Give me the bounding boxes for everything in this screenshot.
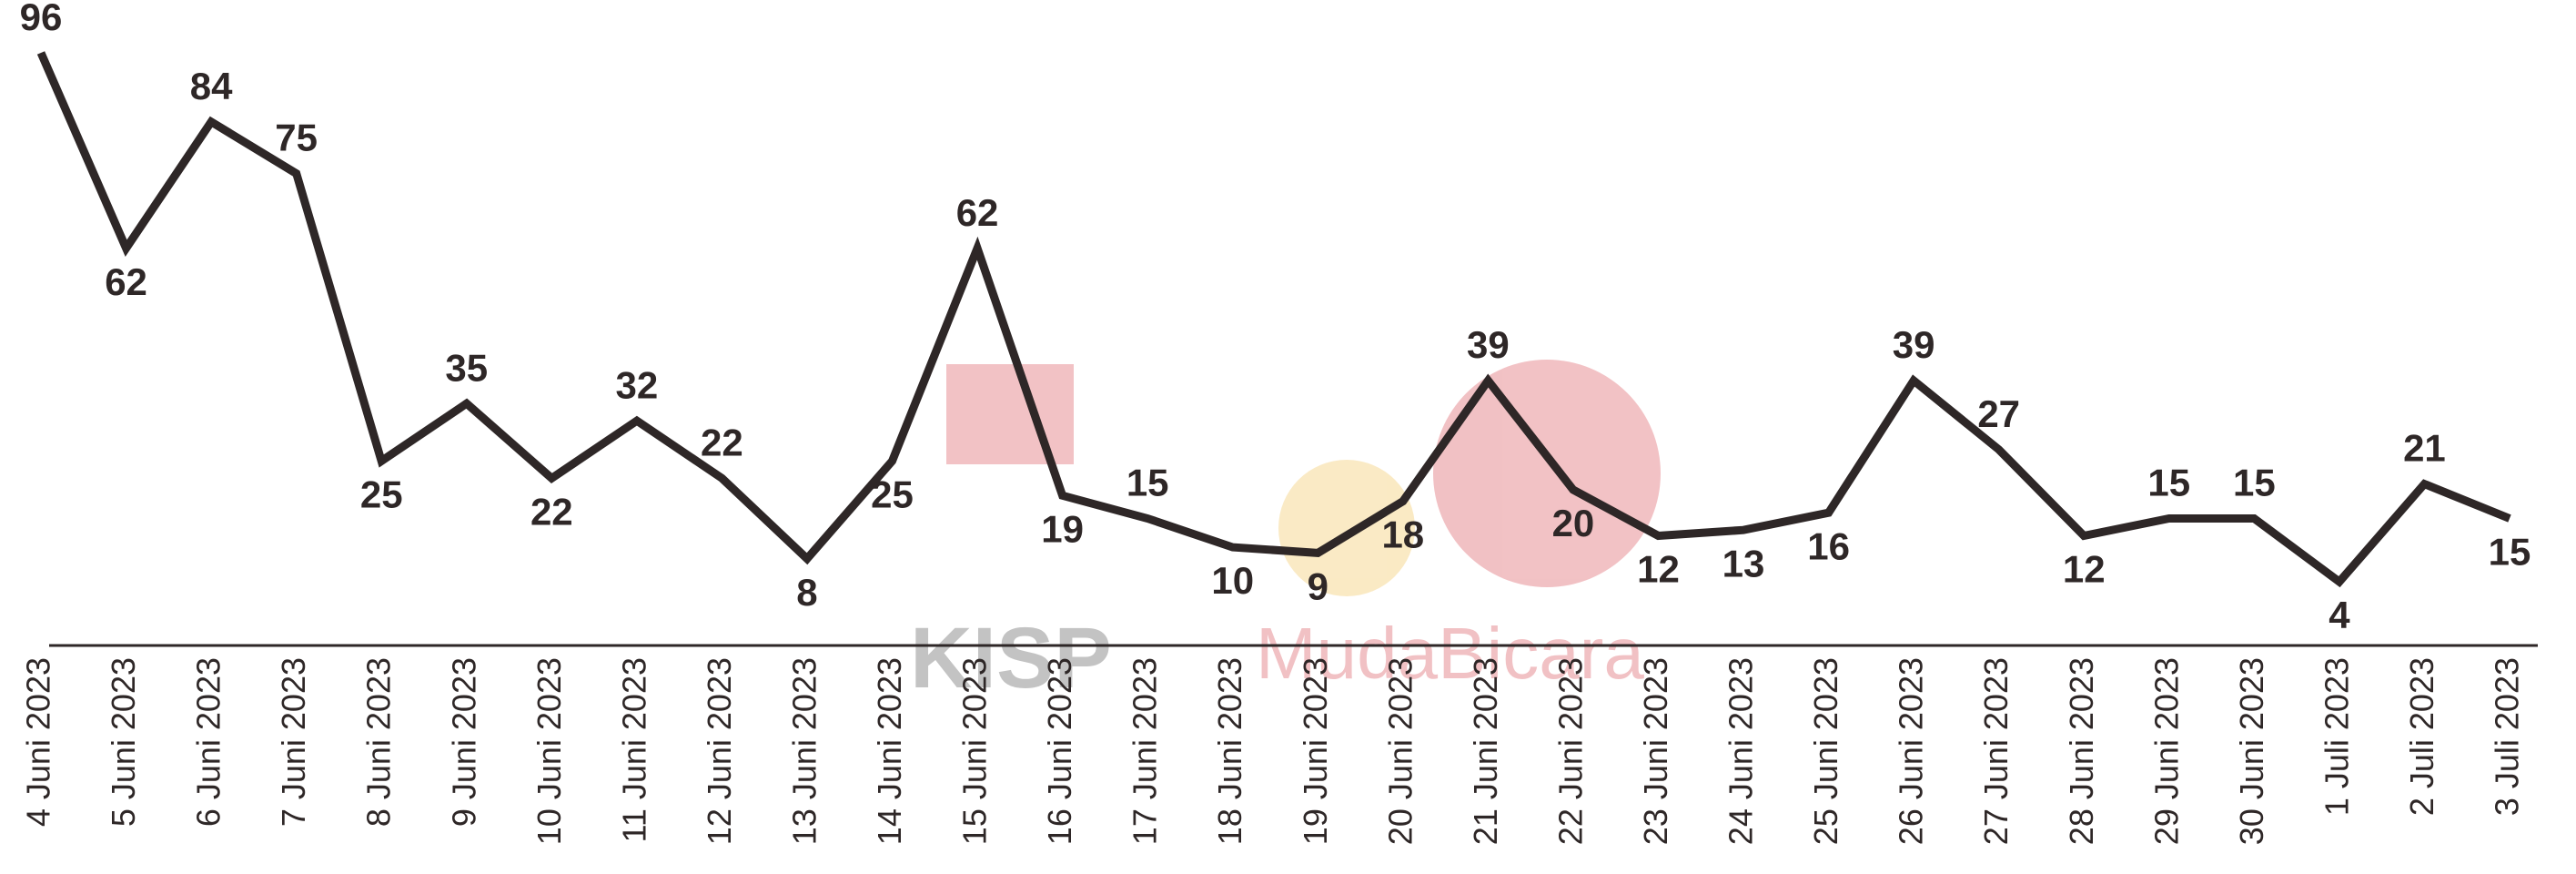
value-label: 20 [1552,502,1595,544]
value-label: 27 [1977,392,2020,435]
x-tick-label: 24 Juni 2023 [1722,657,1760,845]
x-tick-label: 26 Juni 2023 [1893,657,1930,845]
value-label: 9 [1308,565,1328,608]
x-tick-label: 17 Juni 2023 [1126,657,1164,845]
logo-bubble [1433,360,1661,587]
x-tick-label: 25 Juni 2023 [1807,657,1844,845]
value-label: 96 [20,0,63,38]
chart: KISP MudaBicara 96 62 84 75 25 35 22 32 22 8 25 62 1… [0,0,2576,874]
value-label: 18 [1381,513,1424,556]
value-label: 10 [1211,559,1254,602]
line [41,53,2510,582]
x-tick-label: 3 Juli 2023 [2489,657,2526,816]
value-label: 15 [2489,531,2531,574]
x-tick-label: 11 Juni 2023 [615,657,652,843]
x-tick-label: 16 Juni 2023 [1041,657,1078,845]
value-label: 62 [105,260,147,303]
value-label: 62 [956,191,999,234]
x-tick-label: 2 Juli 2023 [2403,657,2440,816]
x-tick-label: 18 Juni 2023 [1211,657,1248,845]
value-label: 39 [1467,323,1510,366]
x-tick-label: 20 Juni 2023 [1381,657,1419,845]
logo-box [946,364,1074,464]
value-label: 25 [360,473,403,515]
x-tick-label: 5 Juni 2023 [105,657,142,827]
value-label: 15 [2233,462,2276,504]
value-label: 15 [2147,462,2190,504]
x-tick-label: 10 Juni 2023 [530,657,568,845]
x-tick-label: 1 Juli 2023 [2318,657,2355,816]
x-tick-label: 14 Juni 2023 [871,657,908,845]
x-tick-label: 30 Juni 2023 [2233,657,2270,845]
value-label: 39 [1893,323,1935,366]
x-tick-label: 9 Juni 2023 [445,657,482,827]
value-label: 15 [1126,462,1169,504]
value-label: 12 [1637,548,1680,591]
value-label: 12 [2063,548,2106,591]
value-label: 25 [871,473,914,515]
watermark: KISP [910,610,1112,706]
x-tick-label: 27 Juni 2023 [1977,657,2015,845]
x-tick-label: 15 Juni 2023 [956,657,994,845]
x-tick-label: 12 Juni 2023 [701,657,738,845]
x-tick-label: 29 Juni 2023 [2147,657,2185,845]
value-label: 13 [1722,542,1765,584]
value-label: 35 [445,346,488,389]
x-tick-label: 21 Juni 2023 [1467,657,1504,845]
value-label: 8 [796,571,817,614]
value-label: 75 [275,117,318,159]
x-tick-label: 22 Juni 2023 [1551,657,1589,845]
x-tick-label: 23 Juni 2023 [1637,657,1674,845]
value-label: 22 [701,421,743,463]
x-tick-label: 8 Juni 2023 [360,657,398,827]
x-tick-label: 6 Juni 2023 [190,657,227,827]
watermark-group: KISP MudaBicara [910,360,1661,706]
x-tick-label: 13 Juni 2023 [785,657,823,845]
value-label: 19 [1041,507,1084,550]
x-tick-label: 28 Juni 2023 [2063,657,2100,845]
x-tick-label: 19 Juni 2023 [1297,657,1334,845]
value-label: 84 [190,65,233,107]
value-label: 21 [2403,427,2446,470]
value-label: 4 [2329,594,2350,636]
value-label: 32 [616,363,659,406]
value-label: 22 [530,490,573,533]
x-tick-label: 7 Juni 2023 [275,657,312,827]
value-label: 16 [1807,524,1850,567]
x-tick-label: 4 Juni 2023 [20,657,57,827]
